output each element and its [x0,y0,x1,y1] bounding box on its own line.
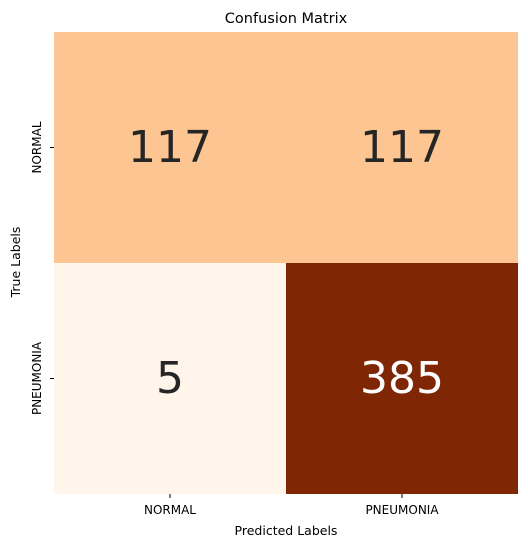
x-axis-ticks: NORMAL PNEUMONIA [144,494,439,517]
heatmap-value-1-1: 385 [360,353,444,404]
heatmap-value-0-0: 117 [128,122,212,173]
y-axis-label: True Labels [8,227,23,299]
heatmap-cell-0-0 [54,32,286,263]
x-tick-label-1: PNEUMONIA [365,503,439,517]
y-axis-ticks: NORMAL PNEUMONIA [30,121,54,415]
y-tick-label-1: PNEUMONIA [30,341,44,415]
heatmap-value-1-0: 5 [156,353,184,404]
y-tick-label-0: NORMAL [30,121,44,173]
heatmap-cell-1-0 [54,263,286,494]
x-axis-label: Predicted Labels [235,523,338,538]
heatmap-cell-1-1 [286,263,518,494]
heatmap-value-0-1: 117 [360,122,444,173]
chart-title: Confusion Matrix [225,11,348,27]
heatmap-cell-0-1 [286,32,518,263]
x-tick-label-0: NORMAL [144,503,196,517]
heatmap-cells: 117 117 5 385 [54,32,518,494]
